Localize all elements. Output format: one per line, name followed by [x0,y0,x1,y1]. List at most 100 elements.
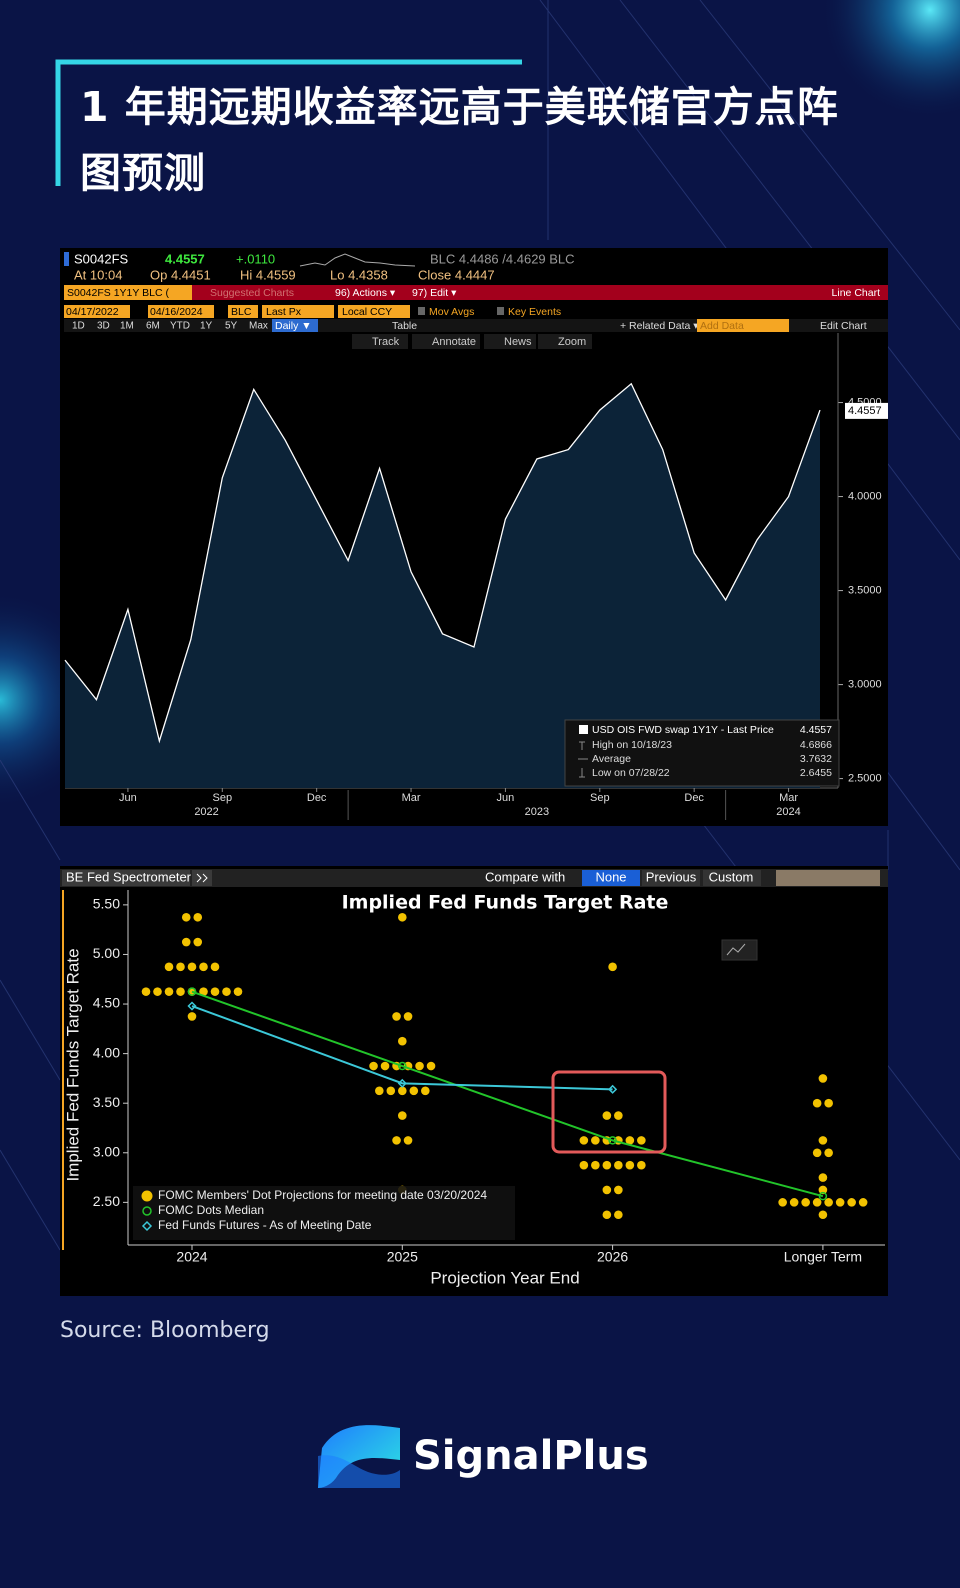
compare-label: Compare with [485,869,565,884]
option-box[interactable] [703,870,761,886]
dot [614,1185,623,1195]
dot [602,1111,612,1120]
source-box[interactable] [228,305,258,318]
period-button[interactable]: 1Y [200,321,213,332]
compare-option[interactable]: Previous [646,869,697,884]
tool-button[interactable] [352,334,408,349]
toolbar [64,319,888,332]
stat-value: 2.6455 [800,767,832,779]
dot [176,987,185,996]
period-button[interactable]: 1D [72,321,85,332]
dot [608,962,617,972]
area-fill [65,383,820,788]
edit-menu[interactable]: 97) Edit ▾ [412,287,457,299]
legend-marker [141,1220,153,1232]
period-button[interactable]: Max [249,321,268,332]
checkbox[interactable] [497,307,504,315]
change: +.0110 [236,251,275,266]
period-button[interactable]: YTD [170,321,190,332]
legend: FOMC Members' Dot Projections for meetin… [141,1188,487,1232]
add-data[interactable]: Add Data [700,320,744,332]
dot [824,1198,833,1207]
field-box[interactable] [262,305,334,318]
table-button[interactable]: Table [392,320,417,332]
period-button[interactable]: 5Y [225,321,238,332]
year-label: 2024 [776,806,800,818]
dot [812,1198,822,1207]
dot [193,937,203,947]
dot [591,1136,600,1145]
ticker: S0042FS [74,251,129,266]
glow [820,0,960,120]
tool-label[interactable]: News [504,336,532,348]
frequency-box[interactable] [272,319,318,332]
y-tick-label: 2.50 [93,1193,120,1209]
dot [398,1036,407,1046]
dot [233,987,243,996]
dot [614,1160,623,1170]
dot [187,962,197,972]
open: Op 4.4451 [150,267,211,282]
y-tick-label: 4.0000 [848,490,882,502]
dot [187,1012,197,1021]
dot [824,1148,833,1158]
compare-option[interactable]: None [595,869,626,884]
dot [398,912,407,922]
tool-button[interactable] [538,334,592,349]
actions-menu[interactable]: 96) Actions ▾ [335,287,396,299]
currency-box[interactable] [338,305,410,318]
year-label: 2022 [194,806,218,818]
start-date: 04/17/2022 [66,306,119,318]
y-tick-label: 5.50 [93,896,120,912]
date-box[interactable] [64,305,130,318]
edit-chart[interactable]: Edit Chart [820,320,867,332]
period-button[interactable]: 1M [120,321,134,332]
x-tick-label: Longer Term [784,1249,862,1265]
tool-label[interactable]: Zoom [558,336,586,348]
dot [818,1210,828,1220]
tool-button[interactable] [484,334,536,349]
mov-avgs[interactable]: Mov Avgs [429,306,474,318]
custom-input[interactable] [776,870,880,886]
period-button[interactable]: 3D [97,321,110,332]
dot [579,1160,589,1170]
date-box[interactable] [148,305,214,318]
tool-label[interactable]: Annotate [432,336,476,348]
brand: SignalPlus [413,1433,649,1479]
tool-label[interactable]: Track [372,336,400,348]
key-events[interactable]: Key Events [508,306,561,318]
close: Close 4.4447 [418,267,495,282]
option-box[interactable] [642,870,700,886]
compare-option[interactable]: Custom [709,869,754,884]
last-price-label: 4.4557 [848,405,882,417]
stat-label: Average [592,753,631,765]
add-data-box[interactable] [697,319,789,332]
dot [579,1136,589,1145]
period-button[interactable]: 6M [146,321,160,332]
dot [403,1136,413,1145]
related-data[interactable]: + Related Data ▾ [620,320,699,332]
high: Hi 4.4559 [240,267,296,282]
checkbox[interactable] [418,307,425,315]
frequency[interactable]: Daily ▼ [275,320,312,332]
y-tick-label: 2.5000 [848,773,882,785]
year-label: 2023 [525,806,549,818]
dot [818,1074,828,1083]
security-box[interactable] [64,285,192,300]
y-tick-label: 3.00 [93,1143,120,1159]
expand-button[interactable] [192,870,212,886]
option-box[interactable] [582,870,640,886]
y-tick-label: 3.0000 [848,678,882,690]
dot [164,987,174,996]
dot [210,962,220,972]
suggested[interactable]: Suggested Charts [210,287,294,299]
dot [614,1111,623,1120]
dot [210,987,220,996]
logo-mark [318,1455,400,1488]
y-tick-label: 4.00 [93,1044,120,1060]
dot [375,1086,384,1096]
legend-label: Fed Funds Futures - As of Meeting Date [158,1218,372,1232]
x-tick-label: Sep [213,792,233,804]
tool-button[interactable] [412,334,480,349]
